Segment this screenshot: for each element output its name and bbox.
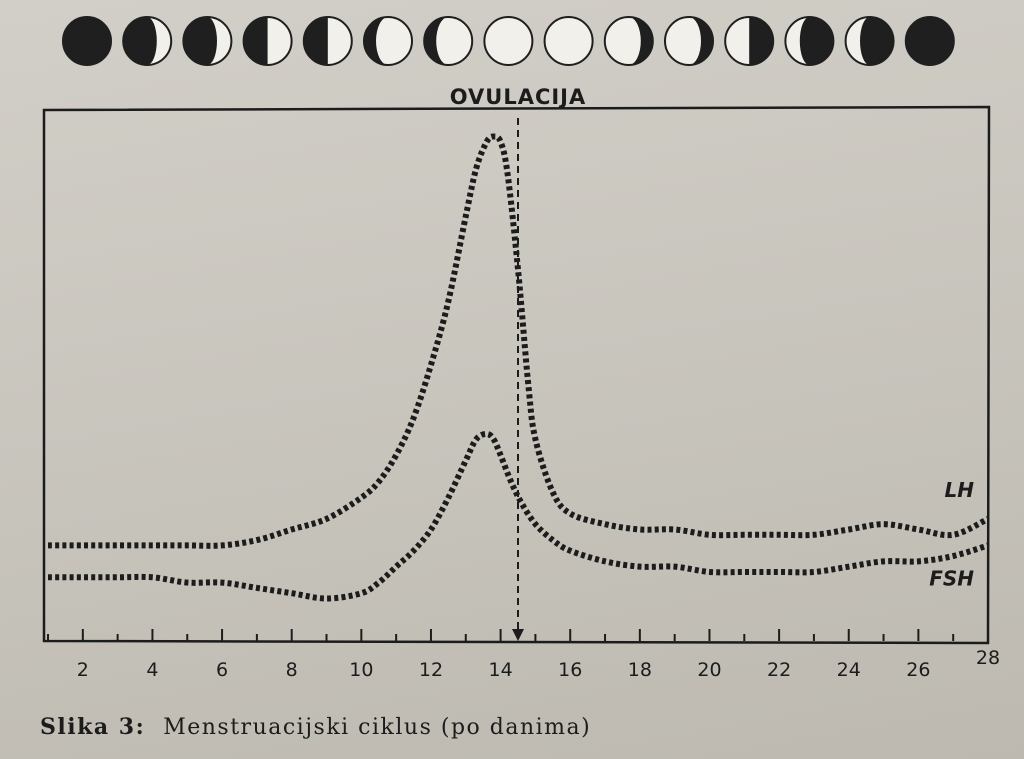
moon-first-quarter-icon xyxy=(242,16,293,66)
moon-waning-gibbous-icon xyxy=(664,16,714,66)
x-tick-label-26: 26 xyxy=(906,659,930,681)
series-fsh-label: FSH xyxy=(929,566,974,590)
x-tick-label-12: 12 xyxy=(419,659,443,681)
x-tick-label-22: 22 xyxy=(767,659,791,681)
x-tick-label-6: 6 xyxy=(216,659,228,681)
ovulation-arrow xyxy=(512,629,524,641)
moon-waning-gibbous-icon xyxy=(603,16,654,66)
caption-text: Menstruacijski ciklus (po danima) xyxy=(163,715,592,740)
figure-caption: Slika 3: Menstruacijski ciklus (po danima… xyxy=(40,714,591,740)
x-tick-label-2: 2 xyxy=(77,659,89,681)
x-tick-label-28: 28 xyxy=(976,647,1000,669)
x-tick-label-20: 20 xyxy=(697,659,721,681)
moon-waxing-gibbous-icon xyxy=(423,16,474,66)
moon-full-icon xyxy=(483,16,534,66)
moon-waxing-crescent-icon xyxy=(122,16,173,66)
x-tick-label-18: 18 xyxy=(628,659,652,681)
series-lh-label: LH xyxy=(945,478,975,502)
moon-waning-crescent-icon xyxy=(844,16,895,66)
ovulation-annotation: OVULACIJA xyxy=(450,85,587,641)
moon-new-icon xyxy=(904,16,955,66)
moon-last-quarter-icon xyxy=(724,16,775,66)
x-tick-label-10: 10 xyxy=(349,659,373,681)
series-fsh-line xyxy=(48,430,989,602)
series-lh-line xyxy=(47,133,990,549)
moon-new-icon xyxy=(62,16,112,66)
moon-full-icon xyxy=(543,16,594,66)
moon-first-quarter-icon xyxy=(302,16,353,66)
moon-waxing-crescent-icon xyxy=(182,16,233,66)
moon-phase-row xyxy=(62,16,955,66)
x-tick-label-14: 14 xyxy=(488,659,512,681)
x-tick-label-8: 8 xyxy=(286,659,298,681)
moon-waxing-gibbous-icon xyxy=(363,16,413,66)
x-tick-label-24: 24 xyxy=(837,659,861,681)
x-tick-label-4: 4 xyxy=(146,659,158,681)
x-tick-label-16: 16 xyxy=(558,659,582,681)
series-layer: LH FSH xyxy=(47,133,990,602)
caption-label: Slika 3: xyxy=(40,714,146,740)
plot-border xyxy=(42,105,991,645)
plot-frame xyxy=(42,105,991,645)
moon-waning-crescent-icon xyxy=(784,16,835,66)
ovulation-label: OVULACIJA xyxy=(450,85,587,109)
